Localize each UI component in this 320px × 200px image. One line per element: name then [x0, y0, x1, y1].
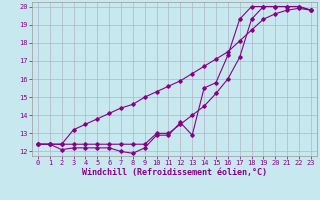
X-axis label: Windchill (Refroidissement éolien,°C): Windchill (Refroidissement éolien,°C) [82, 168, 267, 177]
